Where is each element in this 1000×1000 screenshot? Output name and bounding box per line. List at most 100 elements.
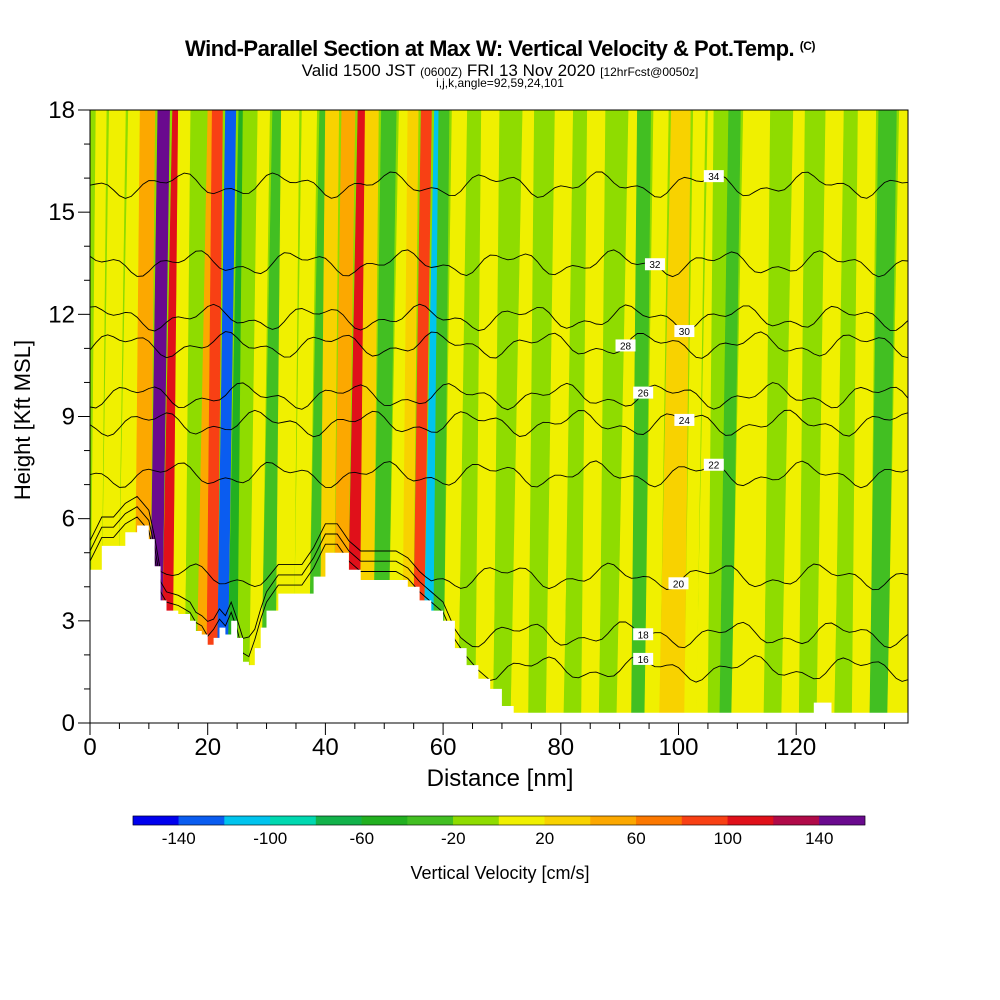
chart-title-text: Wind-Parallel Section at Max W: Vertical… bbox=[185, 36, 795, 61]
isentrope-label-bg bbox=[615, 339, 636, 352]
colorbar-tick-label: -140 bbox=[162, 829, 196, 848]
isentrope-label-bg bbox=[703, 170, 724, 183]
isentrope-line bbox=[90, 495, 908, 591]
colorbar-swatch bbox=[315, 815, 362, 826]
colorbar-swatch bbox=[773, 815, 820, 826]
velocity-column bbox=[172, 110, 191, 723]
chart-subtitle: Valid 1500 JST (0600Z) FRI 13 Nov 2020 [… bbox=[0, 61, 1000, 81]
x-tick-label: 100 bbox=[658, 734, 698, 761]
isentrope-label: 24 bbox=[679, 416, 691, 427]
velocity-column bbox=[292, 110, 318, 723]
terrain bbox=[90, 525, 908, 723]
velocity-column bbox=[248, 110, 270, 723]
colorbar-tick-label: 140 bbox=[805, 829, 833, 848]
isentrope-line bbox=[90, 331, 908, 359]
colorbar-swatch bbox=[590, 815, 637, 826]
colorbar-tick-label: -100 bbox=[253, 829, 287, 848]
colorbar-swatch bbox=[544, 815, 591, 826]
isentrope-label: 34 bbox=[708, 172, 720, 183]
isentrope-line bbox=[90, 409, 908, 438]
y-tick-label: 0 bbox=[62, 710, 75, 737]
isentrope-label-bg bbox=[674, 325, 695, 338]
isentrope-line bbox=[90, 249, 908, 278]
valid-prefix: Valid 1500 JST bbox=[301, 61, 416, 80]
velocity-column bbox=[816, 110, 844, 723]
velocity-column bbox=[475, 110, 500, 723]
isentrope-lines: 16 18 20 22 24 26 28 30 32 34 bbox=[90, 170, 908, 683]
colorbar-swatch bbox=[681, 815, 728, 826]
x-axis-label: Distance [nm] bbox=[426, 765, 574, 792]
velocity-column bbox=[745, 110, 771, 723]
isentrope-label: 16 bbox=[638, 655, 650, 666]
isentrope-line bbox=[90, 382, 908, 411]
colorbar-swatch bbox=[498, 815, 545, 826]
isentrope-label-bg bbox=[633, 652, 654, 665]
isentrope-label: 28 bbox=[620, 341, 632, 352]
y-tick-label: 18 bbox=[48, 97, 75, 124]
isentrope-label-bg bbox=[644, 258, 665, 271]
chart-title-unit-mark: (C) bbox=[799, 39, 816, 53]
colorbar-swatch bbox=[636, 815, 683, 826]
isentrope-label-bg bbox=[668, 577, 689, 590]
colorbar-swatch bbox=[224, 815, 271, 826]
colorbar-swatch bbox=[361, 815, 408, 826]
colorbar-swatch bbox=[407, 815, 454, 826]
colorbar-swatch bbox=[819, 815, 866, 826]
velocity-column bbox=[684, 110, 706, 723]
x-tick-label: 60 bbox=[430, 734, 457, 761]
isentrope-label-bg bbox=[703, 458, 724, 471]
velocity-column bbox=[528, 110, 553, 723]
y-tick-label: 3 bbox=[62, 608, 75, 635]
y-axis-label: Height [Kft MSL] bbox=[10, 339, 35, 501]
velocity-column bbox=[598, 110, 626, 723]
x-tick-label: 0 bbox=[83, 734, 96, 761]
y-tick-label: 6 bbox=[62, 506, 75, 533]
heatmap-field: 16 18 20 22 24 26 28 30 32 34 bbox=[90, 110, 908, 723]
colorbar-swatch bbox=[727, 815, 774, 826]
x-tick-label: 120 bbox=[776, 734, 816, 761]
y-tick-label: 9 bbox=[62, 404, 75, 431]
isentrope-label: 18 bbox=[638, 630, 650, 641]
isentrope-label-bg bbox=[674, 413, 695, 426]
velocity-column bbox=[851, 110, 877, 723]
isentrope-label: 32 bbox=[649, 260, 661, 271]
valid-date: FRI 13 Nov 2020 bbox=[466, 61, 596, 80]
velocity-column bbox=[869, 110, 897, 723]
isentrope-line bbox=[90, 171, 908, 199]
velocity-column bbox=[545, 110, 574, 723]
colorbar-swatch bbox=[453, 815, 500, 826]
y-tick-label: 15 bbox=[48, 199, 75, 226]
y-tick-label: 12 bbox=[48, 301, 75, 328]
isentrope-line bbox=[90, 506, 908, 649]
isentrope-label: 26 bbox=[638, 389, 650, 400]
colorbar-frame bbox=[132, 815, 866, 826]
colorbar-label: Vertical Velocity [cm/s] bbox=[410, 863, 590, 883]
velocity-column bbox=[275, 110, 300, 723]
colorbar-tick-label: 100 bbox=[714, 829, 742, 848]
velocity-column bbox=[411, 110, 432, 723]
velocity-column bbox=[358, 110, 379, 723]
isentrope-label-bg bbox=[633, 628, 654, 641]
colorbar-tick-label: -60 bbox=[349, 829, 374, 848]
colorbar-swatch bbox=[270, 815, 317, 826]
isentrope-label: 30 bbox=[679, 327, 691, 338]
x-tick-label: 20 bbox=[194, 734, 221, 761]
valid-utc: (0600Z) bbox=[420, 65, 463, 79]
isentrope-line bbox=[90, 303, 908, 332]
colorbar-tick-label: -20 bbox=[441, 829, 466, 848]
colorbar-tick-label: 60 bbox=[627, 829, 646, 848]
velocity-column bbox=[442, 110, 468, 723]
x-tick-label: 80 bbox=[547, 734, 574, 761]
colorbar-swatch bbox=[132, 815, 179, 826]
isentrope-label: 22 bbox=[708, 461, 720, 472]
velocity-column bbox=[372, 110, 397, 723]
colorbar-swatch bbox=[178, 815, 225, 826]
isentrope-label-bg bbox=[633, 386, 654, 399]
isentrope-line bbox=[90, 516, 908, 683]
velocity-column bbox=[205, 110, 223, 723]
velocity-column bbox=[90, 110, 107, 723]
forecast-info: [12hrFcst@0050z] bbox=[600, 65, 699, 79]
velocity-column bbox=[719, 110, 741, 723]
velocity-column bbox=[432, 110, 450, 723]
